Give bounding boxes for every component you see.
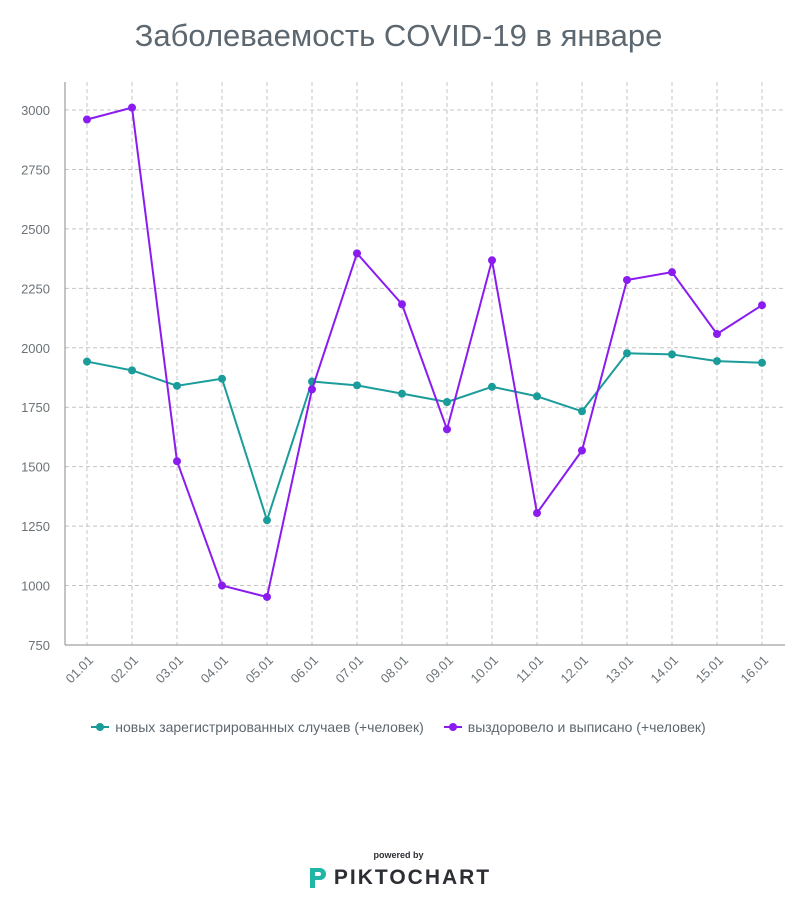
y-tick-label: 1250 [21,519,50,534]
series-1-point[interactable] [578,446,586,455]
x-tick-label: 13.01 [603,653,637,687]
y-tick-label: 2750 [21,162,50,177]
legend-item-recovered[interactable]: выздоровело и выписано (+человек) [443,719,706,735]
grid-layer [65,82,785,645]
axis-layer: 750 1000 1250 1500 1750 2000 2250 2500 2750 3000 0… [21,82,785,686]
series-line-0 [86,352,763,522]
y-tick-label: 1000 [21,579,50,594]
series-1-point[interactable] [263,592,271,601]
series-1-point[interactable] [218,581,226,590]
series-0-point[interactable] [533,392,541,401]
series-0-point[interactable] [578,407,586,416]
x-tick-label: 07.01 [333,653,367,687]
series-0-point[interactable] [713,357,721,366]
series-1-point[interactable] [353,249,361,258]
powered-by-text: powered by [373,850,424,860]
legend-item-new-cases[interactable]: новых зарегистрированных случаев (+челов… [91,719,424,735]
brand-name: PIKTOCHART [333,866,492,889]
x-tick-label: 06.01 [288,653,322,687]
x-tick-label: 16.01 [738,653,772,687]
x-tick-label: 08.01 [378,653,412,687]
x-tick-label: 15.01 [693,653,727,687]
series-0-point[interactable] [218,374,226,383]
legend-swatch-new-cases [91,722,110,732]
series-1-point[interactable] [443,425,451,434]
series-0-point[interactable] [128,366,136,375]
y-tick-label: 2000 [21,341,50,356]
legend-label-new-cases: новых зарегистрированных случаев (+челов… [115,719,424,735]
series-0-point[interactable] [488,382,496,391]
series-1-point[interactable] [713,329,721,338]
series-1-point[interactable] [668,268,676,277]
series-0-point[interactable] [758,358,766,367]
y-tick-label: 750 [28,638,50,653]
y-tick-label: 2250 [21,281,50,296]
series-0-point[interactable] [263,516,271,525]
brand-row[interactable]: PIKTOCHART [0,866,797,890]
x-tick-label: 01.01 [63,653,97,687]
x-tick-label: 11.01 [513,653,546,686]
series-1-point[interactable] [623,276,631,285]
x-tick-label: 03.01 [153,653,187,687]
chart-title: Заболеваемость COVID-19 в январе [134,18,663,53]
y-tick-label: 1750 [21,400,50,415]
series-1-point[interactable] [533,509,541,518]
series-1-point[interactable] [173,457,181,466]
series-0-point[interactable] [623,349,631,358]
branding: powered by PIKTOCHART [0,850,797,890]
x-tick-label: 09.01 [423,653,457,687]
series-0-point[interactable] [668,350,676,359]
y-tick-label: 3000 [21,103,50,118]
series-1-point[interactable] [308,385,316,394]
x-tick-label: 02.01 [108,653,142,687]
legend-label-recovered: выздоровело и выписано (+человек) [467,719,706,735]
series-0-point[interactable] [353,381,361,390]
x-tick-label: 10.01 [468,653,502,687]
series-1-point[interactable] [398,300,406,309]
y-tick-label: 2500 [21,222,50,237]
series-1-point[interactable] [758,301,766,310]
series-0-point[interactable] [443,397,451,406]
x-tick-label: 12.01 [558,653,592,687]
piktochart-logo-icon [309,868,326,888]
series-0-point[interactable] [398,389,406,398]
y-tick-label: 1500 [21,460,50,475]
x-tick-label: 14.01 [648,653,682,687]
x-tick-label: 04.01 [198,653,232,687]
series-line-1 [86,106,763,598]
series-0-point[interactable] [83,357,91,366]
legend: новых зарегистрированных случаев (+челов… [0,719,797,735]
series-1-point[interactable] [488,256,496,265]
series-layer [83,103,766,601]
series-1-point[interactable] [128,103,136,112]
series-0-point[interactable] [173,381,181,390]
legend-swatch-recovered [443,722,462,732]
series-1-point[interactable] [83,115,91,124]
x-tick-label: 05.01 [243,653,277,687]
